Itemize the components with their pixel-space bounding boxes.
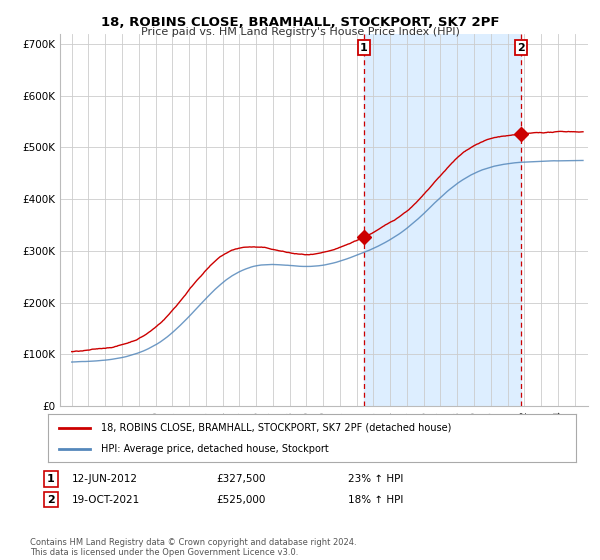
Text: £327,500: £327,500 — [216, 474, 265, 484]
Text: 12-JUN-2012: 12-JUN-2012 — [72, 474, 138, 484]
Text: 18, ROBINS CLOSE, BRAMHALL, STOCKPORT, SK7 2PF (detached house): 18, ROBINS CLOSE, BRAMHALL, STOCKPORT, S… — [101, 423, 451, 433]
Text: 1: 1 — [47, 474, 55, 484]
Text: 2: 2 — [517, 43, 525, 53]
Text: 18% ↑ HPI: 18% ↑ HPI — [348, 494, 403, 505]
Text: Contains HM Land Registry data © Crown copyright and database right 2024.
This d: Contains HM Land Registry data © Crown c… — [30, 538, 356, 557]
Text: Price paid vs. HM Land Registry's House Price Index (HPI): Price paid vs. HM Land Registry's House … — [140, 27, 460, 37]
Text: HPI: Average price, detached house, Stockport: HPI: Average price, detached house, Stoc… — [101, 444, 329, 454]
Text: £525,000: £525,000 — [216, 494, 265, 505]
Text: 23% ↑ HPI: 23% ↑ HPI — [348, 474, 403, 484]
Text: 1: 1 — [360, 43, 368, 53]
Text: 19-OCT-2021: 19-OCT-2021 — [72, 494, 140, 505]
Text: 18, ROBINS CLOSE, BRAMHALL, STOCKPORT, SK7 2PF: 18, ROBINS CLOSE, BRAMHALL, STOCKPORT, S… — [101, 16, 499, 29]
Bar — [364, 34, 521, 406]
Text: 2: 2 — [47, 494, 55, 505]
